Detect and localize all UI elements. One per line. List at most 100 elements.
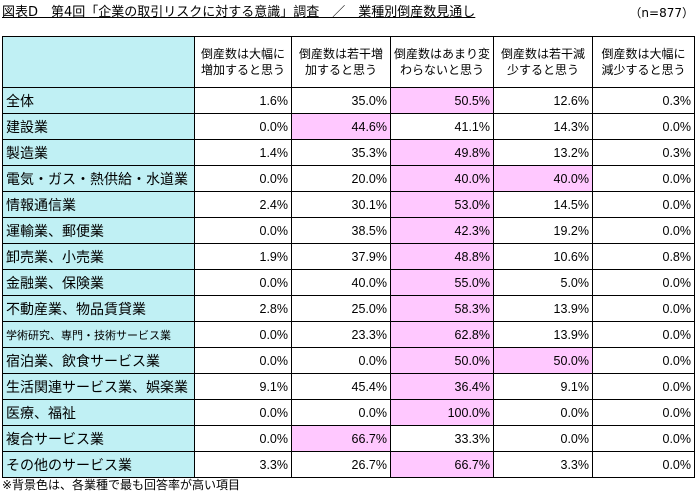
table-cell: 0.0%: [592, 295, 695, 322]
table-cell: 0.0%: [194, 269, 292, 296]
table-row: 不動産業、物品賃貸業 2.8% 25.0% 58.3% 13.9% 0.0%: [2, 295, 695, 322]
table-cell: 13.9%: [493, 295, 593, 322]
table-cell: 44.6%: [291, 113, 391, 140]
industry-label: 医療、福祉: [2, 399, 195, 426]
table-cell: 0.0%: [291, 399, 391, 426]
table-cell: 40.0%: [493, 165, 593, 192]
footnote: ※背景色は、各業種で最も回答率が高い項目: [2, 478, 241, 492]
table-cell: 1.9%: [194, 243, 292, 270]
table-cell: 20.0%: [291, 165, 391, 192]
industry-label: 宿泊業、飲食サービス業: [2, 347, 195, 374]
industry-label: 卸売業、小売業: [2, 243, 195, 270]
industry-label: 運輸業、郵便業: [2, 217, 195, 244]
table-cell: 0.0%: [194, 217, 292, 244]
table-cell: 0.3%: [592, 87, 695, 114]
forecast-table: 倒産数は大幅に増加すると思う 倒産数は若干増加すると思う 倒産数はあまり変わらな…: [2, 36, 695, 478]
table-row: 宿泊業、飲食サービス業 0.0% 0.0% 50.0% 50.0% 0.0%: [2, 347, 695, 374]
table-row: 卸売業、小売業 1.9% 37.9% 48.8% 10.6% 0.8%: [2, 243, 695, 270]
table-cell: 66.7%: [291, 425, 391, 452]
table-cell: 12.6%: [493, 87, 593, 114]
table-cell: 58.3%: [390, 295, 494, 322]
table-cell: 37.9%: [291, 243, 391, 270]
table-cell: 49.8%: [390, 139, 494, 166]
industry-label: 金融業、保険業: [2, 269, 195, 296]
table-cell: 9.1%: [493, 373, 593, 400]
table-row: 情報通信業 2.4% 30.1% 53.0% 14.5% 0.0%: [2, 191, 695, 218]
table-cell: 5.0%: [493, 269, 593, 296]
table-row: 複合サービス業 0.0% 66.7% 33.3% 0.0% 0.0%: [2, 425, 695, 452]
table-cell: 0.0%: [592, 451, 695, 478]
table-cell: 53.0%: [390, 191, 494, 218]
table-cell: 0.0%: [592, 191, 695, 218]
table-cell: 0.0%: [592, 269, 695, 296]
table-cell: 23.3%: [291, 321, 391, 348]
table-row: 運輸業、郵便業 0.0% 38.5% 42.3% 19.2% 0.0%: [2, 217, 695, 244]
table-cell: 0.0%: [592, 113, 695, 140]
table-cell: 2.4%: [194, 191, 292, 218]
column-header: 倒産数は大幅に減少すると思う: [592, 36, 695, 88]
table-row: 建設業 0.0% 44.6% 41.1% 14.3% 0.0%: [2, 113, 695, 140]
table-cell: 100.0%: [390, 399, 494, 426]
table-cell: 0.0%: [194, 113, 292, 140]
table-cell: 33.3%: [390, 425, 494, 452]
table-cell: 0.0%: [592, 425, 695, 452]
table-cell: 0.3%: [592, 139, 695, 166]
table-cell: 1.6%: [194, 87, 292, 114]
table-cell: 3.3%: [194, 451, 292, 478]
table-cell: 42.3%: [390, 217, 494, 244]
table-cell: 0.8%: [592, 243, 695, 270]
table-row: その他のサービス業 3.3% 26.7% 66.7% 3.3% 0.0%: [2, 451, 695, 478]
table-row: 全体 1.6% 35.0% 50.5% 12.6% 0.3%: [2, 87, 695, 114]
table-cell: 36.4%: [390, 373, 494, 400]
column-header: 倒産数は大幅に増加すると思う: [194, 36, 292, 88]
table-cell: 0.0%: [592, 165, 695, 192]
table-row: 生活関連サービス業、娯楽業 9.1% 45.4% 36.4% 9.1% 0.0%: [2, 373, 695, 400]
table-cell: 0.0%: [592, 373, 695, 400]
table-row: 学術研究、専門・技術サービス業 0.0% 23.3% 62.8% 13.9% 0.0%: [2, 321, 695, 348]
industry-label: 情報通信業: [2, 191, 195, 218]
table-cell: 0.0%: [194, 425, 292, 452]
table-cell: 10.6%: [493, 243, 593, 270]
table-cell: 26.7%: [291, 451, 391, 478]
table-cell: 0.0%: [592, 321, 695, 348]
table-cell: 40.0%: [390, 165, 494, 192]
table-cell: 25.0%: [291, 295, 391, 322]
table-cell: 35.0%: [291, 87, 391, 114]
table-cell: 35.3%: [291, 139, 391, 166]
column-header: 倒産数はあまり変わらないと思う: [390, 36, 494, 88]
table-cell: 40.0%: [291, 269, 391, 296]
table-cell: 0.0%: [194, 165, 292, 192]
table-cell: 9.1%: [194, 373, 292, 400]
industry-label: 電気・ガス・熱供給・水道業: [2, 165, 195, 192]
table-cell: 48.8%: [390, 243, 494, 270]
industry-label: 製造業: [2, 139, 195, 166]
table-corner: [2, 36, 195, 88]
table-cell: 50.0%: [390, 347, 494, 374]
table-cell: 30.1%: [291, 191, 391, 218]
table-cell: 13.9%: [493, 321, 593, 348]
table-cell: 45.4%: [291, 373, 391, 400]
table-cell: 0.0%: [493, 399, 593, 426]
figure-title: 図表D 第4回「企業の取引リスクに対する意識」調査 ／ 業種別倒産数見通し: [2, 5, 476, 20]
table-cell: 62.8%: [390, 321, 494, 348]
table-cell: 50.0%: [493, 347, 593, 374]
table-cell: 1.4%: [194, 139, 292, 166]
table-cell: 0.0%: [592, 399, 695, 426]
industry-label: 建設業: [2, 113, 195, 140]
table-cell: 38.5%: [291, 217, 391, 244]
table-cell: 0.0%: [592, 347, 695, 374]
table-cell: 0.0%: [194, 399, 292, 426]
table-cell: 41.1%: [390, 113, 494, 140]
table-cell: 14.5%: [493, 191, 593, 218]
table-row: 医療、福祉 0.0% 0.0% 100.0% 0.0% 0.0%: [2, 399, 695, 426]
industry-label: 全体: [2, 87, 195, 114]
industry-label: 不動産業、物品賃貸業: [2, 295, 195, 322]
sample-size: （n=877）: [629, 6, 694, 20]
table-cell: 0.0%: [493, 425, 593, 452]
industry-label: 複合サービス業: [2, 425, 195, 452]
table-cell: 50.5%: [390, 87, 494, 114]
table-row: 製造業 1.4% 35.3% 49.8% 13.2% 0.3%: [2, 139, 695, 166]
column-header: 倒産数は若干減少すると思う: [493, 36, 593, 88]
table-cell: 0.0%: [291, 347, 391, 374]
table-cell: 13.2%: [493, 139, 593, 166]
